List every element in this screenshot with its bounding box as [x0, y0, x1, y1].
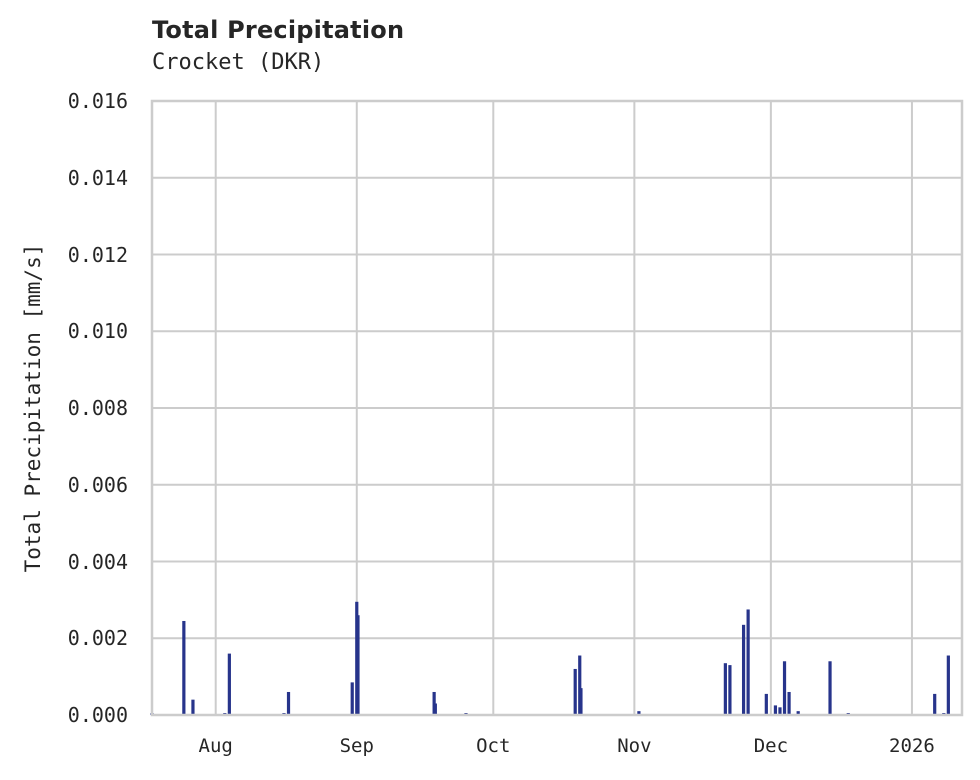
y-tick-label: 0.016	[67, 89, 128, 113]
precip-bar	[637, 711, 641, 715]
x-tick-label: Sep	[339, 735, 374, 757]
y-tick-label: 0.002	[67, 626, 128, 651]
x-tick-label: Dec	[753, 735, 789, 757]
x-tick-label: Oct	[476, 735, 511, 757]
precip-bar	[286, 691, 291, 715]
y-tick-label: 0.006	[67, 472, 128, 497]
y-tick-label: 0.000	[67, 703, 128, 727]
precip-bar	[787, 691, 791, 715]
precip-bar	[746, 609, 750, 715]
y-tick-label: 0.008	[67, 396, 128, 420]
precip-bar	[227, 653, 231, 715]
precip-bar	[723, 663, 727, 715]
x-tick-label: Aug	[198, 735, 233, 757]
precip-bar	[946, 655, 950, 715]
precip-bar	[433, 703, 437, 715]
precip-bar	[578, 655, 582, 715]
precip-bar	[728, 665, 732, 715]
precip-bar	[933, 693, 937, 715]
precip-bar	[796, 711, 800, 715]
precip-bar	[356, 615, 360, 715]
precip-bar	[773, 705, 778, 715]
precip-bar	[182, 620, 186, 715]
data-series	[150, 601, 950, 715]
plot-frame	[150, 99, 964, 717]
precip-bar	[764, 693, 768, 715]
gridlines	[152, 100, 962, 716]
chart-subtitle: Crocket (DKR)	[152, 50, 325, 75]
y-tick-label: 0.012	[67, 242, 128, 267]
x-tick-label: Nov	[617, 735, 652, 757]
precip-bar	[828, 661, 832, 715]
x-tick-label: 2026	[889, 735, 935, 757]
precip-bar	[350, 682, 354, 715]
precip-bar	[741, 624, 746, 715]
precip-bar	[573, 668, 577, 715]
y-tick-label: 0.014	[67, 165, 128, 190]
precip-bar	[579, 688, 583, 715]
precip-bar	[782, 661, 787, 715]
precip-bar	[191, 699, 195, 715]
y-tick-label: 0.010	[67, 319, 128, 344]
y-tick-label: 0.004	[67, 549, 128, 574]
precip-bar	[778, 707, 782, 715]
chart-title: Total Precipitation	[152, 16, 405, 44]
